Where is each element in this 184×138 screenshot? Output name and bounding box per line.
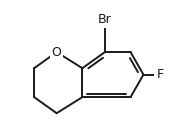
Text: F: F xyxy=(156,68,163,81)
Text: Br: Br xyxy=(98,13,112,26)
Text: O: O xyxy=(52,46,62,59)
